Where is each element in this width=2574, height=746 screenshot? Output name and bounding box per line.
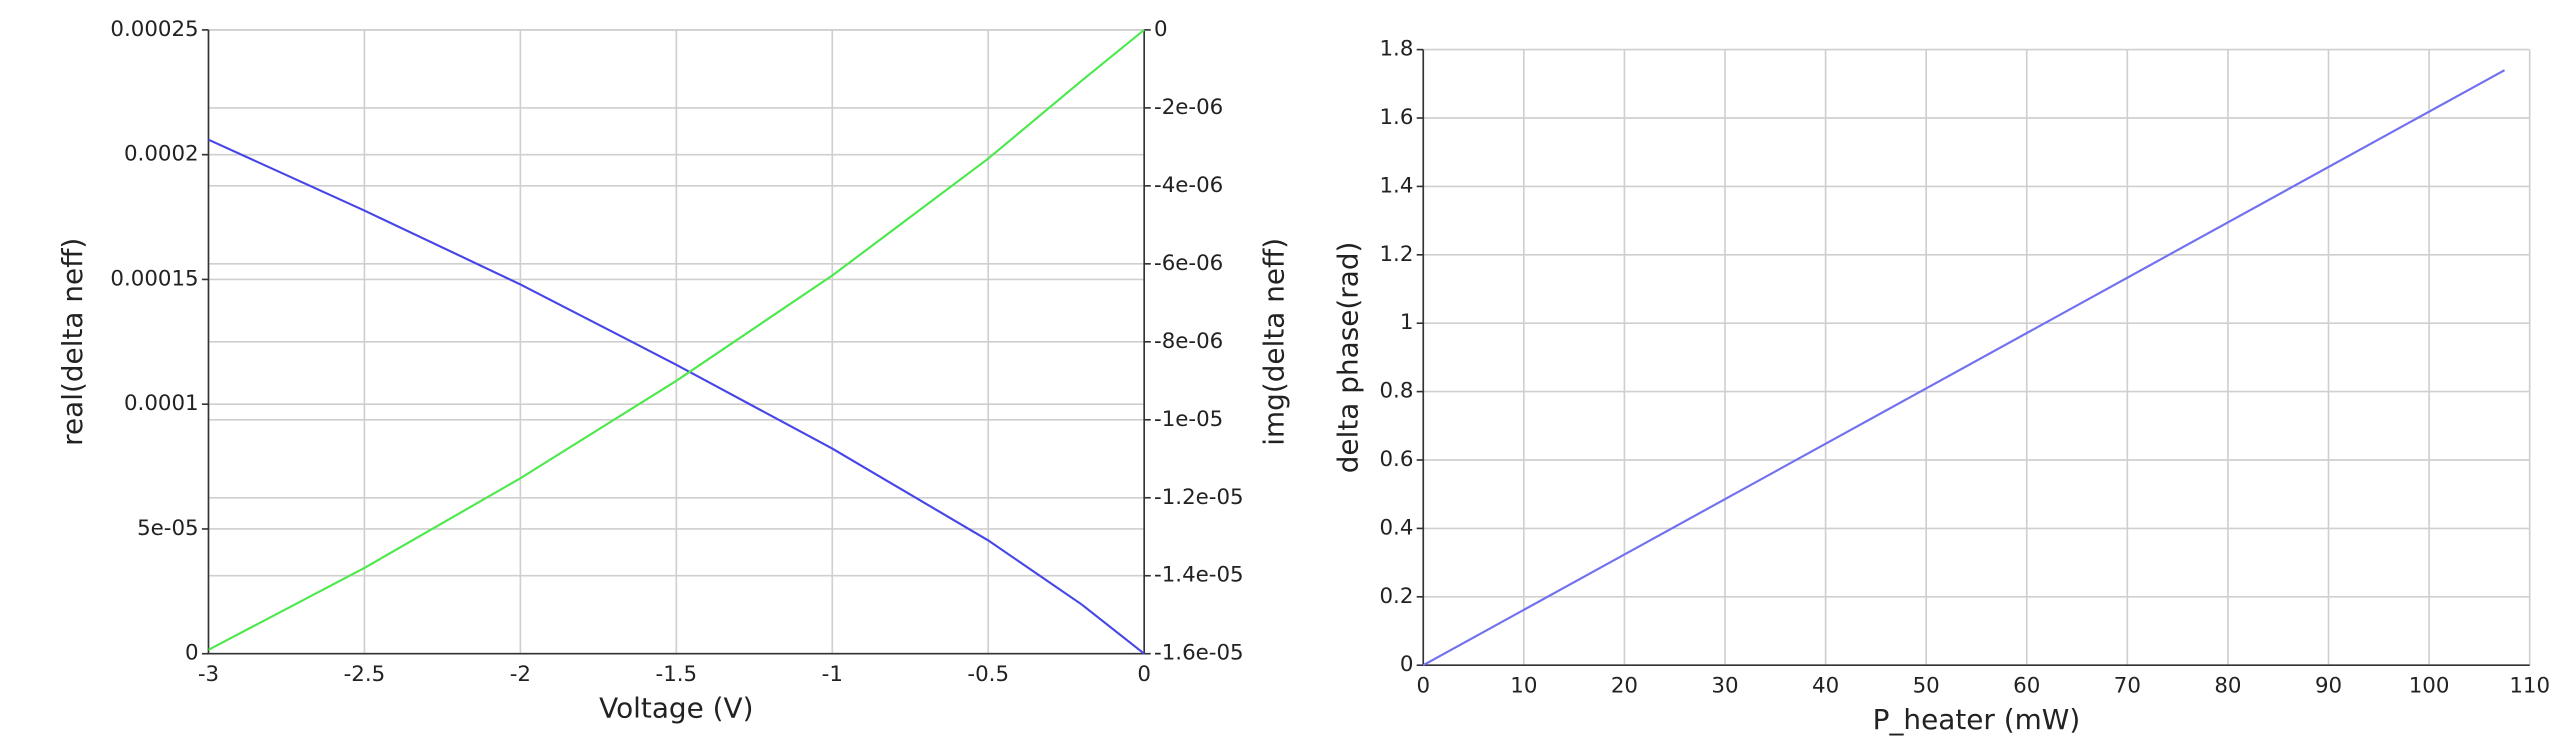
x-tick-label: 20 (1611, 674, 1638, 699)
y-tick-label: 0 (185, 641, 199, 666)
x-tick-label: 110 (2509, 674, 2550, 699)
data-line (207, 29, 1145, 651)
y2-tick-label: -1.6e-05 (1154, 641, 1244, 666)
x-tick-label: 60 (2013, 674, 2040, 699)
y-tick-label: 0.0002 (124, 142, 199, 167)
y-tick-label: 1.2 (1379, 242, 1413, 267)
x-tick-label: 10 (1510, 674, 1537, 699)
y-tick-label: 1.6 (1379, 105, 1413, 130)
data-line (1422, 69, 2506, 667)
x-tick-label: -2.5 (344, 662, 386, 687)
x-tick-label: -1.5 (656, 662, 698, 687)
x-axis-title: P_heater (mW) (1873, 703, 2081, 736)
y-tick-label: 0 (1400, 652, 1414, 677)
y2-tick-label: -6e-06 (1154, 251, 1223, 276)
x-tick-label: 30 (1711, 674, 1738, 699)
y-tick-label: 1 (1400, 310, 1414, 335)
y-tick-label: 0.8 (1379, 379, 1413, 404)
y-tick-label: 1.4 (1379, 173, 1413, 198)
y2-tick-label: -1e-05 (1154, 407, 1223, 432)
x-tick-label: 0 (1137, 662, 1151, 687)
y-axis-title: delta phase(rad) (1331, 242, 1364, 474)
x-tick-label: -0.5 (967, 662, 1009, 687)
y-tick-label: 0.00015 (110, 266, 198, 291)
x-tick-label: -3 (198, 662, 219, 687)
y-tick-label: 1.8 (1379, 37, 1413, 62)
y2-tick-label: -8e-06 (1154, 329, 1223, 354)
y-tick-label: 0.2 (1379, 584, 1413, 609)
x-tick-label: -2 (510, 662, 531, 687)
x-tick-label: 70 (2114, 674, 2141, 699)
x-tick-label: 90 (2315, 674, 2342, 699)
y2-tick-label: -4e-06 (1154, 173, 1223, 198)
y-tick-label: 0.6 (1379, 447, 1413, 472)
y2-tick-label: -1.4e-05 (1154, 563, 1244, 588)
x-tick-label: 100 (2409, 674, 2450, 699)
chart: -3 -2.5 -2 -1.5 -1 -0.5 0 0 5e-05 0.0001 0.00015 0.… (56, 17, 1291, 725)
y2-tick-label: -2e-06 (1154, 95, 1223, 120)
x-axis-title: Voltage (V) (599, 692, 753, 725)
x-tick-label: 50 (1913, 674, 1940, 699)
x-tick-label: 80 (2214, 674, 2241, 699)
y-tick-label: 5e-05 (137, 516, 199, 541)
data-line (208, 138, 1145, 655)
x-tick-label: -1 (822, 662, 843, 687)
y2-tick-label: -1.2e-05 (1154, 485, 1244, 510)
y-tick-label: 0.4 (1379, 515, 1413, 540)
y-tick-label: 0.0001 (124, 391, 199, 416)
x-tick-label: 40 (1812, 674, 1839, 699)
chart: 0 10 20 30 40 50 60 70 80 90 100 110 0 0.2 0.4 0.6 0.8 1 1… (1331, 37, 2550, 736)
y-axis-title: real(delta neff) (56, 238, 89, 446)
y2-axis-title: img(delta neff) (1258, 238, 1291, 446)
y2-tick-label: 0 (1154, 17, 1168, 42)
x-tick-label: 0 (1416, 674, 1430, 699)
y-tick-label: 0.00025 (110, 17, 198, 42)
